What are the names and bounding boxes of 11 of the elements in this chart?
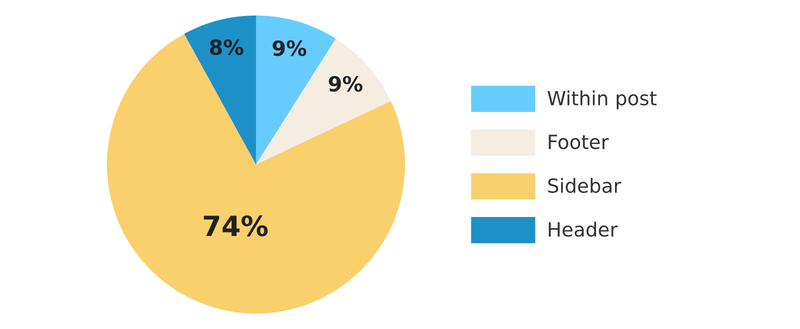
legend-label: Within post: [548, 90, 657, 110]
data-label: 9%: [328, 76, 362, 92]
legend-label: Sidebar: [548, 178, 622, 193]
pie-slice: [106, 34, 406, 314]
data-label: 9%: [272, 40, 306, 56]
legend-label: Footer: [548, 134, 609, 150]
data-label: 74%: [204, 215, 268, 236]
data-label: 8%: [210, 39, 244, 56]
pie-slice: [184, 15, 256, 164]
legend-label: Header: [548, 222, 618, 237]
pie-slice: [256, 38, 391, 164]
